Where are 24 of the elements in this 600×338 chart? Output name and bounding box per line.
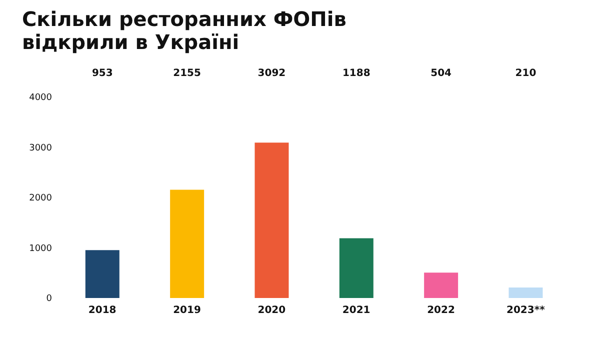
y-tick-label: 3000 <box>29 143 52 154</box>
bar <box>508 287 543 298</box>
data-label: 2155 <box>173 68 202 79</box>
data-label: 1188 <box>342 68 370 79</box>
x-tick-label: 2018 <box>88 305 116 316</box>
x-tick-label: 2020 <box>258 305 286 316</box>
y-tick-label: 2000 <box>29 194 52 204</box>
y-tick-label: 1000 <box>29 244 52 254</box>
bar <box>170 190 204 298</box>
bar <box>254 142 289 298</box>
data-label: 504 <box>430 68 452 79</box>
bar <box>85 250 120 298</box>
x-tick-label: 2023** <box>506 305 546 316</box>
y-tick-label: 4000 <box>29 93 52 104</box>
y-tick-label: 0 <box>46 294 52 304</box>
x-tick-label: 2019 <box>173 305 201 316</box>
x-tick-label: 2022 <box>427 305 455 316</box>
chart-title: Скільки ресторанних ФОПів відкрили в Україні <box>22 7 348 54</box>
bar <box>339 238 374 298</box>
data-label: 3092 <box>258 68 286 79</box>
data-label: 210 <box>515 68 536 79</box>
data-label: 953 <box>92 68 113 79</box>
bar <box>424 272 458 298</box>
x-tick-label: 2021 <box>342 305 370 316</box>
